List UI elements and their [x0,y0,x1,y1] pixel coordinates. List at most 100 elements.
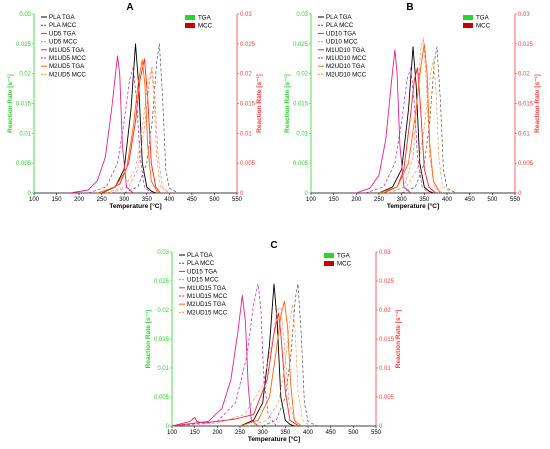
legend-entry: M2UD5 TGA [49,63,85,70]
series-line [378,43,441,194]
x-tick-label: 350 [419,197,430,203]
y-axis-label-right: Reaction Rate [s⁻¹] [534,74,541,133]
x-tick-label: 500 [348,430,359,436]
legend-entry: M2UD10 MCC [326,71,367,78]
x-tick-label: 500 [487,197,498,203]
y-tick-label-right: 0.03 [518,12,530,18]
series-line [97,59,159,194]
y-tick-label-right: 0.02 [518,72,530,78]
y-tick-label-right: 0.015 [240,102,256,108]
y-tick-label-left: 0.005 [16,161,32,167]
legend-entry: PLA TGA [326,14,353,21]
legend-entry: UD5 MCC [49,39,78,46]
series-line [110,67,170,194]
y-tick-label-left: 0.005 [154,395,170,401]
legend-entry: UD10 MCC [326,39,358,46]
series-line [383,67,436,194]
series-line [248,303,311,427]
legend-entry: M2UD15 TGA [187,301,227,308]
legend-entry: UD15 MCC [187,277,219,284]
panel-letter: A [126,2,133,13]
x-tick-label: 150 [329,197,340,203]
x-tick-label: 150 [52,197,63,203]
x-axis-label: Temperature [°C] [109,202,161,210]
y-axis-label-left: Reaction Rate [s⁻¹] [284,74,291,133]
y-tick-label-right: 0 [379,424,383,430]
x-tick-label: 300 [258,430,269,436]
y-tick-label-right: 0.01 [379,366,391,372]
y-axis-label-left: Reaction Rate [s⁻¹] [145,310,152,369]
legend-entry: M1UD15 TGA [187,285,227,292]
mcc-legend-label: MCC [337,261,352,268]
chart-panel-A: A 0 0 0.005 0.005 0.01 0.01 0.015 0.015 0.02 0.02 0… [7,2,263,210]
x-tick-label: 400 [164,197,175,203]
x-tick-label: 200 [351,197,362,203]
panel-letter: C [270,240,277,251]
y-tick-label-right: 0.025 [518,42,534,48]
y-tick-label-left: 0.02 [157,308,169,314]
series-line [356,49,411,194]
series-line [124,43,179,194]
legend-entry: UD15 TGA [187,268,218,275]
y-tick-label-left: 0.015 [16,102,32,108]
mcc-legend-swatch [463,23,473,28]
y-tick-label-left: 0.015 [154,337,170,343]
legend-entry: M1UD5 MCC [49,55,86,62]
chart-panel-B: B 0 0 0.005 0.005 0.01 0.01 0.015 0.015 0.02 0.02 0… [284,2,541,210]
x-tick-label: 250 [235,430,246,436]
tga-legend-swatch [324,253,334,258]
mcc-legend-label: MCC [476,23,491,30]
tga-legend-label: TGA [476,15,490,22]
x-tick-label: 450 [326,430,337,436]
x-tick-label: 400 [303,430,314,436]
x-tick-label: 550 [510,197,521,203]
x-tick-label: 400 [442,197,453,203]
x-axis-label: Temperature [°C] [248,435,300,443]
y-axis-label-right: Reaction Rate [s⁻¹] [256,74,263,133]
series-line [106,67,170,194]
y-tick-label-left: 0.02 [296,72,308,78]
legend-entry: M1UD10 MCC [326,55,367,62]
y-tick-label-left: 0.02 [19,72,31,78]
series-line [401,46,457,194]
series-line [378,46,434,194]
y-tick-label-left: 0 [166,424,170,430]
y-tick-label-right: 0.02 [240,72,252,78]
y-tick-label-left: 0.03 [19,12,31,18]
series-line [171,295,259,427]
y-tick-label-right: 0.005 [240,161,256,167]
x-tick-label: 300 [397,197,408,203]
x-tick-label: 550 [371,430,382,436]
series-line [239,283,295,427]
x-tick-label: 350 [142,197,153,203]
y-tick-label-left: 0.03 [296,12,308,18]
y-tick-label-left: 0.025 [293,42,309,48]
legend-entry: PLA MCC [326,22,354,29]
tga-legend-label: TGA [198,15,212,22]
legend-entry: M2UD10 TGA [326,63,366,70]
series-line [171,283,277,427]
y-axis-label-right: Reaction Rate [s⁻¹] [395,310,402,369]
y-tick-label-right: 0 [518,191,522,197]
x-tick-label: 200 [212,430,223,436]
legend-entry: M1UD5 TGA [49,47,85,54]
series-line [101,58,161,194]
y-tick-label-left: 0.03 [157,250,169,256]
mcc-legend-label: MCC [198,23,213,30]
legend-entry: M1UD15 MCC [187,293,228,300]
x-tick-label: 100 [306,197,317,203]
panel-letter: B [406,2,413,13]
y-tick-label-left: 0.025 [16,42,32,48]
series-line [239,300,302,427]
y-tick-label-left: 0 [28,191,32,197]
y-tick-label-right: 0.025 [379,279,395,285]
x-tick-label: 100 [167,430,178,436]
y-axis-label-left: Reaction Rate [s⁻¹] [7,74,14,133]
series-line [262,283,318,427]
x-tick-label: 550 [232,197,243,203]
tga-legend-swatch [463,15,473,20]
y-tick-label-right: 0.005 [379,395,395,401]
y-tick-label-left: 0.01 [19,131,31,137]
y-tick-label-right: 0.015 [518,102,534,108]
